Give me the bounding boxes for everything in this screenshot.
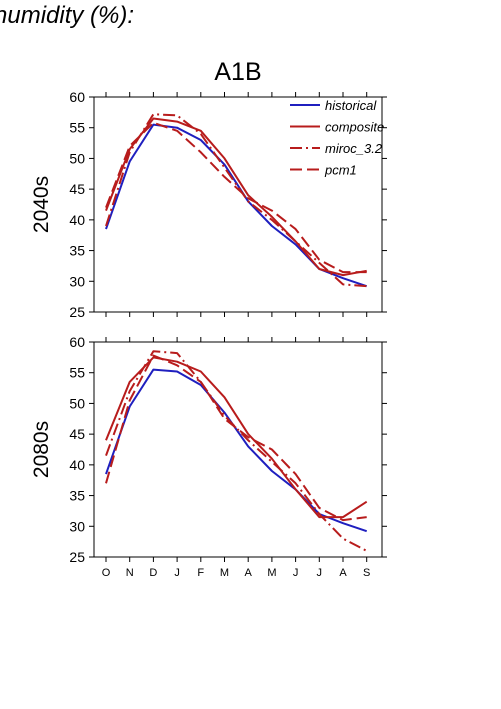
legend-label: pcm1 — [324, 163, 357, 178]
plot-frame — [93, 96, 383, 313]
y-tick-label: 25 — [69, 549, 85, 565]
y-tick-label: 55 — [69, 365, 85, 381]
series-line-miroc-3-2 — [105, 350, 368, 552]
y-tick-label: 55 — [69, 120, 85, 136]
legend-label: miroc_3.2 — [325, 141, 383, 156]
scenario-title: A1B — [214, 58, 261, 86]
row-label-2040s: 2040s — [30, 176, 53, 233]
series-line-miroc-3-2 — [105, 113, 367, 288]
month-label: S — [363, 567, 370, 579]
y-tick-label: 40 — [69, 457, 85, 473]
y-tick-label: 45 — [69, 181, 85, 197]
y-tick-label: 60 — [69, 334, 85, 350]
y-tick-label: 30 — [69, 518, 85, 534]
month-label: D — [149, 567, 157, 579]
row-label-2080s: 2080s — [30, 421, 53, 478]
y-tick-label: 35 — [69, 488, 85, 504]
panel-2080s: 25 30 35 40 45 50 55 60 O N D J F M A M J J A S 2080s — [30, 334, 387, 579]
legend-label: composite — [325, 120, 384, 135]
series-line-pcm1 — [105, 354, 367, 522]
y-tick-label: 35 — [69, 243, 85, 259]
month-label: M — [220, 567, 229, 579]
month-label: J — [293, 567, 299, 579]
figure-title: humidity (%): — [0, 2, 135, 29]
series-line-pcm1 — [105, 121, 367, 274]
y-tick-label: 25 — [69, 304, 85, 320]
y-tick-label: 45 — [69, 426, 85, 442]
legend-label: historical — [325, 98, 377, 113]
y-tick-label: 30 — [69, 273, 85, 289]
series-line-historical — [105, 368, 368, 533]
legend: historical composite miroc_3.2 pcm1 — [290, 98, 384, 178]
month-label: A — [339, 567, 347, 579]
panel-2040s: 25 30 35 40 45 50 55 60 2040s historical composite… — [30, 89, 387, 320]
month-label: J — [317, 567, 323, 579]
y-tick-label: 50 — [69, 395, 85, 411]
month-label: M — [267, 567, 276, 579]
month-label: N — [126, 567, 134, 579]
month-label: F — [197, 567, 204, 579]
series-line-composite — [105, 117, 367, 277]
panels-layer: 25 30 35 40 45 50 55 60 2040s historical composite… — [30, 89, 387, 579]
y-tick-label: 50 — [69, 150, 85, 166]
month-label: O — [102, 567, 111, 579]
y-tick-label: 40 — [69, 212, 85, 228]
month-label: J — [174, 567, 180, 579]
y-tick-label: 60 — [69, 89, 85, 105]
plot-frame — [93, 341, 383, 558]
month-label: A — [245, 567, 253, 579]
